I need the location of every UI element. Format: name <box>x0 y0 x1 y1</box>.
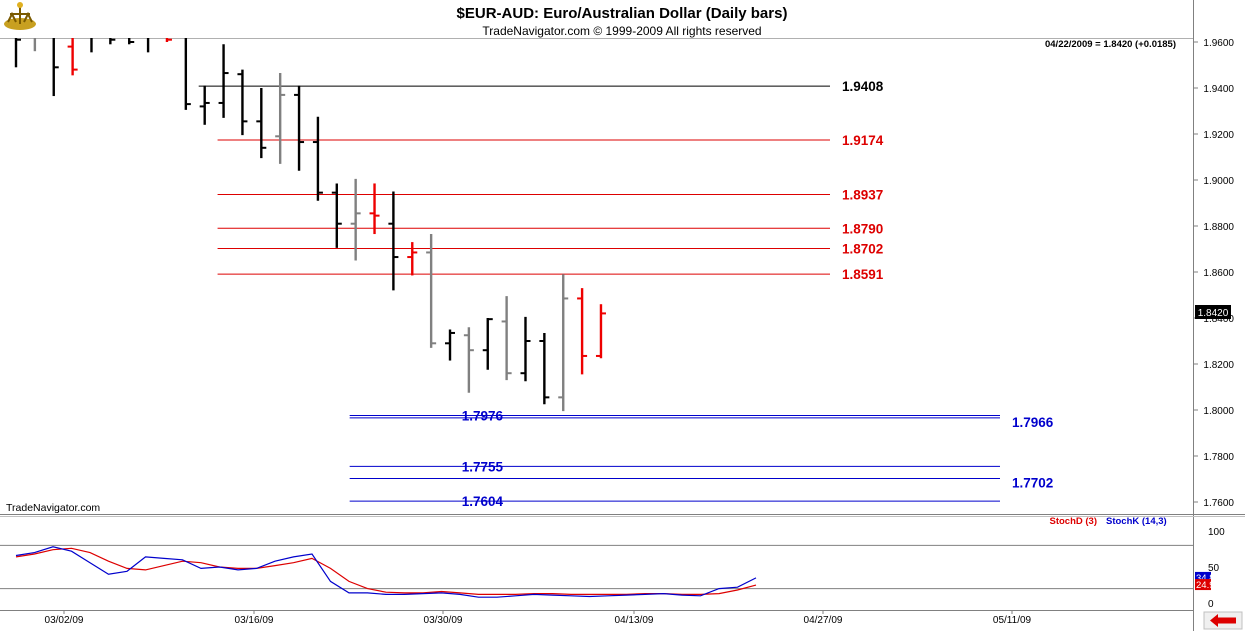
price-bar <box>312 116 323 201</box>
level-label: 1.7604 <box>462 494 504 509</box>
price-bar <box>595 304 606 359</box>
price-bar <box>256 88 267 159</box>
level-label: 1.7976 <box>462 409 504 424</box>
chart-title: $EUR-AUD: Euro/Australian Dollar (Daily … <box>457 5 788 22</box>
price-bar <box>369 183 380 235</box>
arrow-left-icon <box>1210 614 1236 627</box>
price-tick-label: 1.8800 <box>1203 222 1234 233</box>
price-tick-label: 1.9200 <box>1203 130 1234 141</box>
last-price-marker <box>1195 305 1231 319</box>
price-bar <box>165 38 172 42</box>
date-tick-label: 03/30/09 <box>424 615 463 626</box>
quote-text: 04/22/2009 = 1.8420 (+0.0185) <box>1045 39 1176 50</box>
date-tick-label: 03/02/09 <box>45 615 84 626</box>
stoch-k-value: 34.83 <box>1196 573 1220 584</box>
price-tick-label: 1.9600 <box>1203 38 1234 49</box>
price-axis: 1.9600 1.9400 1.9200 1.9000 1.8800 1.8600 1.84… <box>1193 38 1234 509</box>
stoch-k-value-badge <box>1195 571 1211 583</box>
price-bar <box>482 318 493 370</box>
stoch-tick-label: 50 <box>1208 563 1220 574</box>
price-bar <box>407 242 418 276</box>
price-bar <box>350 178 361 261</box>
stoch-series-line <box>15 546 757 598</box>
price-bar <box>388 191 399 291</box>
stoch-d-value: 24.92 <box>1196 580 1220 591</box>
legend-stoch-k: StochK (14,3) <box>1106 516 1167 527</box>
price-bar <box>184 38 191 110</box>
price-bar <box>237 69 248 136</box>
level-label: 1.8702 <box>842 242 883 257</box>
stoch-tick-label: 0 <box>1208 599 1214 610</box>
level-label: 1.7702 <box>1012 476 1053 491</box>
price-bar <box>275 73 286 164</box>
date-tick-label: 04/13/09 <box>615 615 654 626</box>
watermark-text: TradeNavigator.com <box>6 502 100 514</box>
date-tick-label: 04/27/09 <box>804 615 843 626</box>
price-tick-label: 1.8600 <box>1203 268 1234 279</box>
price-tick-label: 1.7600 <box>1203 498 1234 509</box>
price-tick-label: 1.8200 <box>1203 360 1234 371</box>
price-bar <box>14 38 21 68</box>
legend-stoch-d: StochD (3) <box>1050 516 1098 527</box>
scroll-left-button[interactable] <box>1203 611 1243 630</box>
level-label: 1.8591 <box>842 267 884 282</box>
stoch-series-line <box>15 547 757 596</box>
level-label: 1.8790 <box>842 221 883 236</box>
price-bar <box>426 234 437 348</box>
copyright-text: TradeNavigator.com © 1999-2009 All right… <box>482 24 761 38</box>
price-bar <box>109 38 116 45</box>
price-bar <box>199 85 210 125</box>
level-label: 1.8937 <box>842 187 883 202</box>
price-tick-label: 1.9000 <box>1203 176 1234 187</box>
date-axis: 03/02/09 03/16/09 03/30/09 04/13/09 04/27/09… <box>45 610 1032 626</box>
support-resistance-levels: 1.9408 1.9174 1.8937 1.8790 1.8702 1.8591 1.79… <box>198 79 1054 509</box>
last-price-label: 1.8420 <box>1198 308 1229 319</box>
price-tick-label: 1.9400 <box>1203 84 1234 95</box>
level-label: 1.9408 <box>842 79 884 94</box>
price-bar <box>539 332 550 405</box>
price-bar <box>445 329 456 361</box>
price-bar <box>520 316 531 382</box>
price-bar <box>463 327 474 393</box>
price-bars <box>14 38 606 412</box>
price-bar <box>128 38 135 45</box>
price-bar <box>67 38 78 76</box>
stochastic-axis: 100 50 0 <box>0 527 1225 610</box>
price-tick-label: 1.8000 <box>1203 406 1234 417</box>
stoch-d-value-badge <box>1195 579 1211 591</box>
price-tick-label: 1.8400 <box>1203 314 1234 325</box>
price-bar <box>577 288 588 375</box>
date-tick-label: 05/11/09 <box>993 615 1032 626</box>
level-label: 1.7755 <box>462 459 504 474</box>
price-bar <box>218 44 229 118</box>
stoch-tick-label: 100 <box>1208 527 1225 538</box>
price-bar <box>52 38 59 97</box>
price-bar <box>294 85 305 171</box>
level-label: 1.7966 <box>1012 415 1054 430</box>
date-tick-label: 03/16/09 <box>235 615 274 626</box>
trade-navigator-logo <box>4 2 36 30</box>
price-bar <box>331 183 342 248</box>
price-tick-label: 1.7800 <box>1203 452 1234 463</box>
price-bar <box>558 274 569 412</box>
level-label: 1.9174 <box>842 133 884 148</box>
price-bar <box>501 296 512 381</box>
